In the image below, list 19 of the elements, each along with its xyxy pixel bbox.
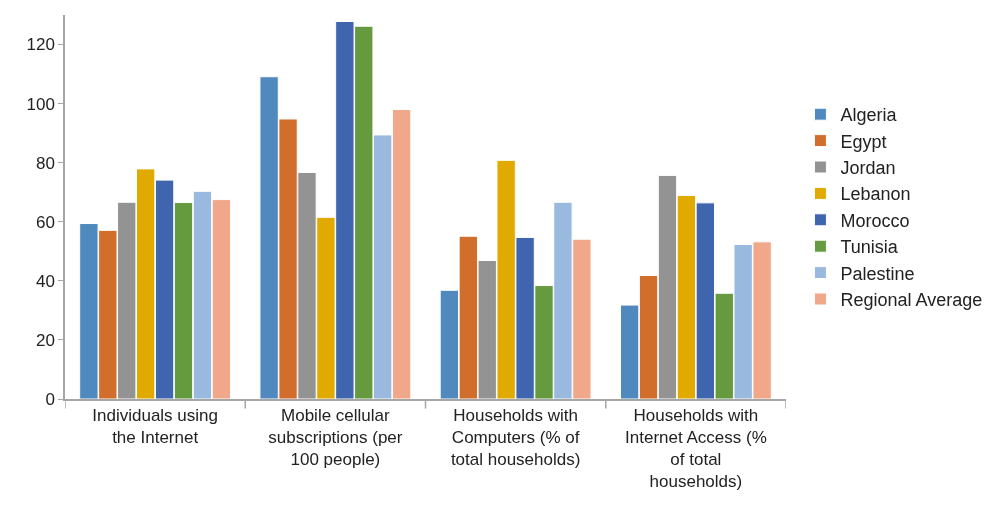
y-tick-label: 120	[26, 35, 55, 55]
x-tick-label: Mobile cellular subscriptions (per 100 people)	[268, 406, 403, 470]
legend-label: Algeria	[840, 105, 898, 126]
y-tick-label: 80	[35, 153, 55, 173]
x-tick-label: Individuals using the Internet	[92, 406, 218, 448]
x-tick-label: Households with Internet Access (% of total households)	[625, 406, 767, 492]
y-tick-label: 60	[35, 212, 55, 232]
y-tick-label: 20	[35, 330, 55, 350]
y-tick-label: 100	[26, 94, 55, 114]
legend-label: Egypt	[840, 131, 887, 152]
legend-label: Regional Average	[840, 290, 983, 311]
legend-label: Palestine	[840, 263, 915, 284]
legend-label: Jordan	[840, 158, 896, 179]
legend-label: Tunisia	[840, 237, 899, 258]
legend-label: Morocco	[840, 210, 910, 231]
y-tick-label: 40	[35, 271, 55, 291]
y-tick-label: 0	[45, 389, 55, 409]
legend-label: Lebanon	[840, 184, 911, 205]
x-tick-label: Households with Computers (% of total households)	[450, 406, 581, 470]
